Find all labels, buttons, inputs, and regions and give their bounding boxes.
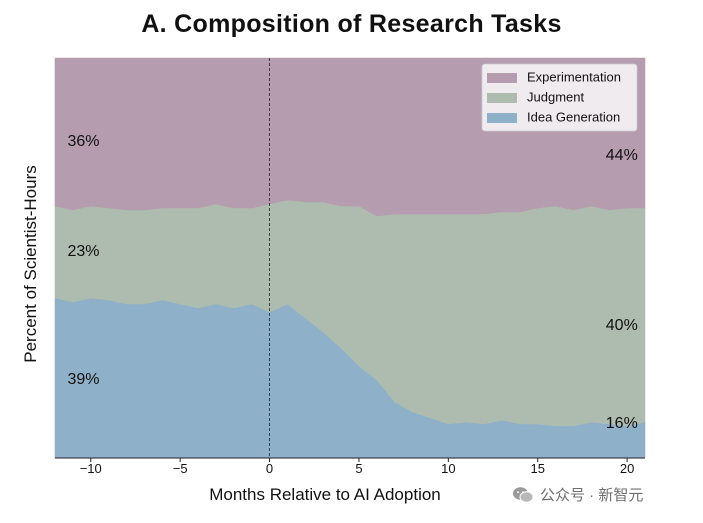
chart-title: A. Composition of Research Tasks: [141, 10, 562, 38]
x-tick-label: −10: [80, 461, 102, 476]
x-axis: −10 −5 0 5 10 15 20: [55, 457, 645, 476]
wechat-icon: [513, 486, 534, 503]
annotation-label: 23%: [68, 243, 100, 260]
watermark: 公众号 · 新智元: [512, 484, 643, 505]
annotation-label: 36%: [68, 133, 100, 150]
percent-annotations: 36% 23% 39% 44% 40% 16%: [68, 133, 638, 432]
legend-swatch-judgment: [487, 93, 517, 103]
legend-label-experimentation: Experimentation: [527, 69, 621, 84]
annotation-label: 16%: [606, 415, 638, 432]
annotation-label: 39%: [68, 371, 100, 388]
legend: Experimentation Judgment Idea Generation: [481, 63, 638, 132]
legend-swatch-idea-generation: [487, 113, 517, 123]
legend-box: [481, 63, 638, 132]
x-tick-label: 10: [441, 461, 455, 476]
x-tick-label: 5: [355, 461, 362, 476]
x-tick-label: 0: [266, 461, 273, 476]
x-tick-label: −5: [173, 461, 188, 476]
legend-label-idea-generation: Idea Generation: [527, 109, 620, 124]
x-tick-label: 20: [620, 461, 634, 476]
legend-swatch-experimentation: [487, 73, 517, 83]
x-tick-label: 15: [530, 461, 544, 476]
x-axis-label: Months Relative to AI Adoption: [209, 485, 441, 504]
annotation-label: 40%: [606, 317, 638, 334]
y-axis-label: Percent of Scientist-Hours: [21, 165, 40, 362]
area-layers: [54, 57, 646, 459]
watermark-text: 公众号 · 新智元: [540, 487, 644, 504]
legend-label-judgment: Judgment: [527, 89, 584, 104]
annotation-label: 44%: [606, 147, 638, 164]
